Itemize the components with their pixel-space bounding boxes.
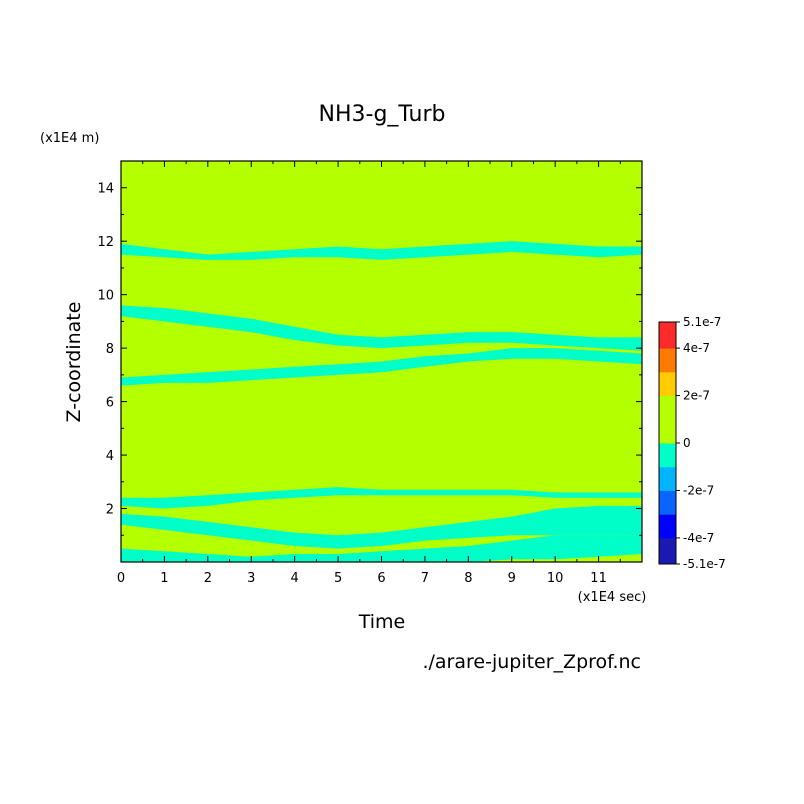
- y-axis-ticks: 2 4 6 8 10 12 14: [97, 182, 642, 536]
- colorbar: 5.1e-7 4e-7 2e-7 0 -2e-7 -4e-7 -5.1e-7: [658, 315, 726, 571]
- colorbar-level: [659, 322, 676, 349]
- negative-region: [121, 487, 642, 509]
- colorbar-tick-label: 0: [683, 436, 691, 450]
- colorbar-tick-label: -4e-7: [683, 531, 714, 545]
- colorbar-tick-label: -2e-7: [683, 483, 714, 497]
- y-tick-label: 6: [106, 396, 114, 411]
- x-tick-label: 7: [421, 571, 429, 586]
- negative-region: [121, 505, 642, 549]
- colorbar-tick-label: 5.1e-7: [683, 315, 721, 329]
- colorbar-levels: [659, 322, 676, 565]
- y-tick-label: 2: [106, 503, 114, 518]
- x-tick-label: 0: [117, 571, 125, 586]
- colorbar-level: [659, 514, 676, 539]
- chart-title: NH3-g_Turb: [319, 102, 446, 127]
- colorbar-level: [659, 537, 676, 565]
- negative-region: [121, 535, 642, 562]
- x-tick-label: 6: [377, 571, 385, 586]
- colorbar-level: [659, 348, 676, 373]
- y-tick-label: 14: [97, 182, 114, 197]
- x-tick-label: 5: [334, 571, 342, 586]
- y-axis-label: Z-coordinate: [63, 302, 85, 423]
- x-tick-label: 3: [247, 571, 255, 586]
- colorbar-level: [659, 371, 676, 397]
- colorbar-tick-label: 4e-7: [683, 341, 710, 355]
- colorbar-level: [659, 466, 676, 491]
- negative-region: [121, 305, 642, 351]
- x-axis-ticks: 0 1 2 3 4 5 6 7 8 9 10 11: [117, 161, 621, 586]
- x-tick-label: 4: [291, 571, 299, 586]
- colorbar-level: [659, 419, 676, 444]
- x-unit-label: (x1E4 sec): [578, 590, 647, 605]
- y-tick-label: 12: [97, 235, 114, 250]
- x-axis-label: Time: [358, 611, 406, 633]
- colorbar-tick-label: -5.1e-7: [683, 557, 726, 571]
- x-tick-label: 8: [464, 571, 472, 586]
- y-unit-label: (x1E4 m): [40, 131, 99, 146]
- source-filename: ./arare-jupiter_Zprof.nc: [422, 651, 641, 673]
- colorbar-level: [659, 395, 676, 420]
- negative-anomaly-regions: [121, 241, 642, 562]
- colorbar-level: [659, 490, 676, 515]
- x-tick-label: 9: [508, 571, 516, 586]
- y-tick-label: 10: [97, 289, 114, 304]
- x-tick-label: 1: [160, 571, 168, 586]
- y-tick-label: 4: [106, 449, 114, 464]
- negative-region: [121, 348, 642, 386]
- colorbar-tick-label: 2e-7: [683, 389, 710, 403]
- x-tick-label: 2: [204, 571, 212, 586]
- negative-region: [121, 241, 642, 260]
- colorbar-level: [659, 443, 676, 468]
- colorbar-ticks: 5.1e-7 4e-7 2e-7 0 -2e-7 -4e-7 -5.1e-7: [676, 315, 726, 571]
- y-tick-label: 8: [106, 342, 114, 357]
- x-tick-label: 11: [590, 571, 607, 586]
- x-tick-label: 10: [547, 571, 564, 586]
